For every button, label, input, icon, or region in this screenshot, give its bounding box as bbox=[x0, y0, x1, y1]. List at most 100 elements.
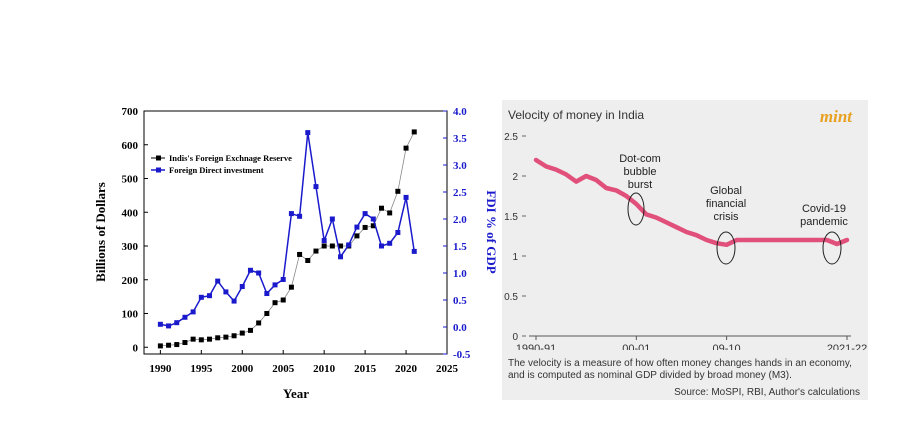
y-right-tick-label: 2.5 bbox=[453, 187, 467, 199]
annotation-dotcom: Dot-com bubble burst bbox=[619, 153, 661, 225]
right-x-tick-label: 09-10 bbox=[713, 343, 741, 350]
reserve-point bbox=[248, 328, 253, 333]
fdi-point bbox=[232, 299, 237, 304]
y-left-tick-label: 100 bbox=[122, 309, 139, 321]
annotation-gfc-line2: financial bbox=[706, 198, 746, 210]
fdi-point bbox=[330, 217, 335, 222]
y-right-tick-label: 1.0 bbox=[453, 268, 467, 280]
y-left-tick-label: 600 bbox=[122, 140, 139, 152]
left-legend: Indis's Foreign Exchnage Reserve Foreign… bbox=[151, 153, 292, 175]
reserve-point bbox=[404, 146, 409, 151]
annotation-covid-circle bbox=[823, 232, 841, 264]
y-right-tick-label: 2.0 bbox=[453, 214, 467, 226]
y-left-tick-label: 500 bbox=[122, 174, 139, 186]
fdi-point bbox=[223, 289, 228, 294]
fdi-point bbox=[215, 279, 220, 284]
x-tick-label: 2015 bbox=[354, 363, 377, 375]
fdi-point bbox=[379, 244, 384, 249]
right-y-tick-label: 2 bbox=[512, 172, 518, 183]
annotation-covid: Covid-19 pandemic bbox=[800, 203, 848, 264]
y-left-tick-label: 300 bbox=[122, 241, 139, 253]
fdi-point bbox=[182, 315, 187, 320]
fdi-point bbox=[387, 241, 392, 246]
fdi-point bbox=[354, 225, 359, 230]
right-chart-title: Velocity of money in India bbox=[508, 108, 644, 122]
x-tick-label: 2020 bbox=[395, 363, 418, 375]
right-chart-source: Source: MoSPI, RBI, Author's calculation… bbox=[674, 387, 860, 398]
reserve-point bbox=[240, 331, 245, 336]
y-left-tick-label: 0 bbox=[133, 342, 139, 354]
right-x-tick-label: 1990-91 bbox=[516, 343, 556, 350]
reserve-point bbox=[182, 340, 187, 345]
x-tick-label: 2000 bbox=[231, 363, 254, 375]
right-x-tick-label: 00-01 bbox=[622, 343, 650, 350]
fdi-point bbox=[289, 211, 294, 216]
y-right-tick-label: 4.0 bbox=[453, 106, 467, 118]
left-plot-frame bbox=[144, 111, 447, 354]
x-tick-label: 2010 bbox=[313, 363, 336, 375]
fdi-point bbox=[207, 293, 212, 298]
annotation-gfc: Global financial crisis bbox=[706, 185, 746, 264]
velocity-line bbox=[536, 160, 847, 245]
reserve-point bbox=[305, 258, 310, 263]
reserve-point bbox=[199, 337, 204, 342]
annotation-gfc-line3: crisis bbox=[713, 211, 739, 223]
fdi-point bbox=[248, 268, 253, 273]
annotation-dotcom-line3: burst bbox=[628, 179, 652, 191]
annotation-covid-line1: Covid-19 bbox=[802, 203, 846, 215]
fdi-point bbox=[174, 320, 179, 325]
x-tick-label: 1990 bbox=[149, 363, 172, 375]
fdi-point bbox=[412, 249, 417, 254]
left-x-axis-label: Year bbox=[283, 386, 309, 401]
fdi-point bbox=[338, 254, 343, 259]
y-left-tick-label: 200 bbox=[122, 275, 139, 287]
reserve-point bbox=[354, 233, 359, 238]
reserve-point bbox=[387, 210, 392, 215]
reserve-point bbox=[322, 244, 327, 249]
fdi-point bbox=[158, 322, 163, 327]
reserve-point bbox=[379, 206, 384, 211]
fdi-point bbox=[371, 217, 376, 222]
annotation-dotcom-line1: Dot-com bbox=[619, 153, 661, 165]
annotation-gfc-circle bbox=[717, 232, 735, 264]
left-chart: 1990 1995 2000 2005 2010 2015 2020 2025 0 100 200… bbox=[0, 0, 497, 425]
reserve-point bbox=[395, 189, 400, 194]
y-right-tick-label: 0.0 bbox=[453, 322, 467, 334]
reserve-point bbox=[191, 337, 196, 342]
fdi-point bbox=[240, 284, 245, 289]
right-x-tick-label: 2021-22 bbox=[827, 343, 867, 350]
right-chart: Velocity of money in India mint 2.5 2 1.5 1… bbox=[502, 100, 868, 350]
reserve-point bbox=[207, 337, 212, 342]
fdi-point bbox=[191, 309, 196, 314]
y-left-tick-label: 700 bbox=[122, 106, 139, 118]
fdi-point bbox=[395, 230, 400, 235]
reserve-point bbox=[166, 343, 171, 348]
fdi-point bbox=[404, 195, 409, 200]
fdi-point bbox=[256, 271, 261, 276]
reserve-point bbox=[273, 300, 278, 305]
legend-fdi-label: Foreign Direct investment bbox=[169, 165, 264, 175]
reserve-point bbox=[215, 335, 220, 340]
x-tick-label: 2025 bbox=[436, 363, 459, 375]
annotation-covid-line2: pandemic bbox=[800, 216, 848, 228]
right-y-tick-label: 0 bbox=[512, 332, 518, 343]
right-y-tick-label: 0.5 bbox=[504, 292, 518, 303]
right-y-axis-label: FDI % of GDP bbox=[484, 190, 497, 273]
fdi-point bbox=[305, 130, 310, 135]
reserve-point bbox=[363, 225, 368, 230]
reserve-point bbox=[330, 244, 335, 249]
x-tick-label: 2005 bbox=[272, 363, 295, 375]
y-right-tick-label: 3.5 bbox=[453, 133, 467, 145]
right-y-tick-label: 2.5 bbox=[504, 132, 518, 143]
y-right-tick-label: 3.0 bbox=[453, 160, 467, 172]
reserve-point bbox=[232, 333, 237, 338]
annotation-gfc-line1: Global bbox=[710, 185, 742, 197]
reserve-point bbox=[289, 285, 294, 290]
right-y-tick-label: 1.5 bbox=[504, 212, 518, 223]
reserve-point bbox=[158, 343, 163, 348]
reserve-point bbox=[174, 342, 179, 347]
annotation-dotcom-line2: bubble bbox=[623, 166, 656, 178]
reserve-point bbox=[412, 129, 417, 134]
fdi-point bbox=[313, 184, 318, 189]
fdi-point bbox=[199, 295, 204, 300]
